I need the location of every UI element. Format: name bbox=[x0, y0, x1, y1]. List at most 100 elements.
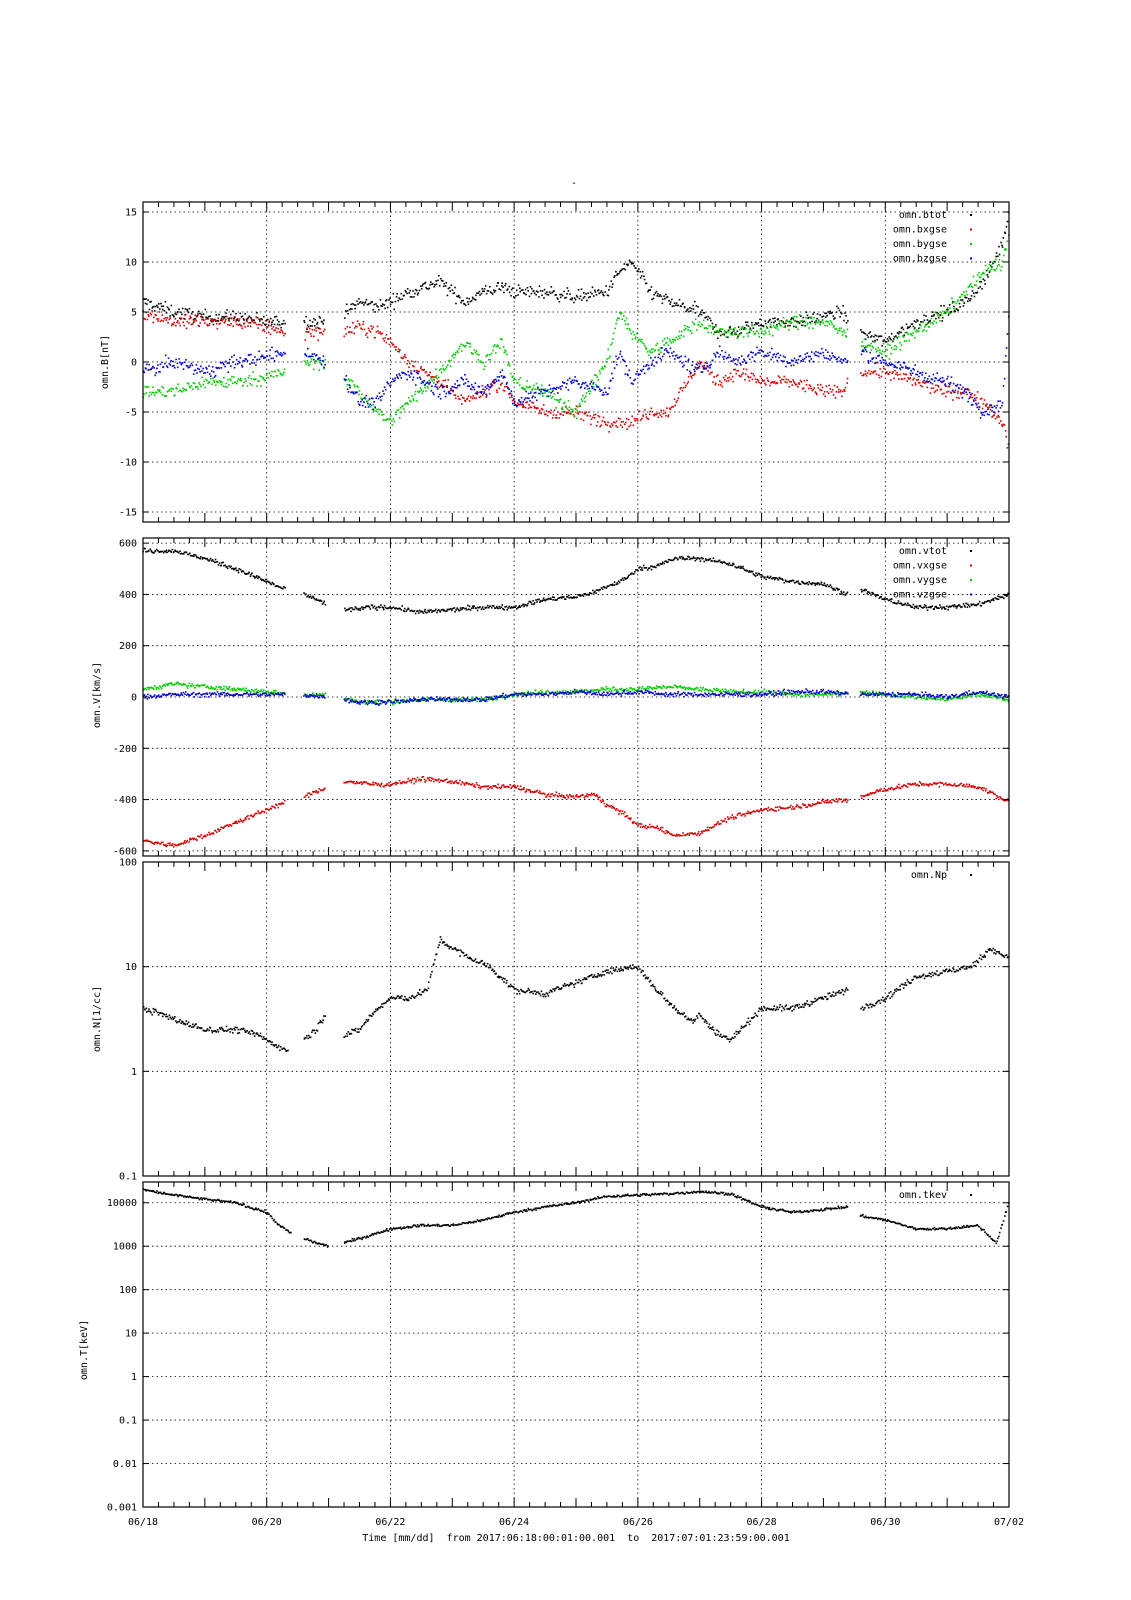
data-point bbox=[693, 372, 696, 375]
data-point bbox=[250, 377, 253, 380]
data-point bbox=[537, 291, 539, 293]
data-point bbox=[918, 381, 921, 384]
data-point bbox=[158, 311, 161, 313]
data-point bbox=[463, 782, 465, 785]
data-point bbox=[199, 370, 201, 373]
data-point bbox=[620, 812, 623, 815]
data-point bbox=[518, 384, 521, 386]
data-point bbox=[208, 831, 210, 834]
data-point bbox=[613, 276, 615, 278]
data-point bbox=[667, 561, 669, 563]
data-point bbox=[496, 607, 498, 609]
data-point bbox=[529, 406, 532, 408]
data-point bbox=[783, 360, 785, 362]
data-point bbox=[391, 344, 394, 346]
data-point bbox=[661, 830, 663, 832]
data-point bbox=[790, 322, 793, 324]
data-point bbox=[655, 827, 658, 829]
data-point bbox=[1000, 424, 1003, 426]
data-point bbox=[784, 356, 786, 359]
data-point bbox=[484, 386, 487, 388]
data-point bbox=[147, 369, 150, 371]
data-point bbox=[575, 294, 578, 297]
data-point bbox=[223, 376, 225, 379]
data-point bbox=[184, 313, 187, 316]
data-point bbox=[222, 362, 224, 365]
data-point bbox=[252, 371, 254, 373]
data-point bbox=[274, 807, 276, 809]
data-point bbox=[261, 354, 263, 357]
data-point bbox=[515, 289, 518, 292]
data-point bbox=[643, 567, 646, 569]
data-point bbox=[685, 360, 687, 363]
data-point bbox=[517, 606, 519, 609]
data-point bbox=[810, 317, 813, 320]
data-point bbox=[542, 388, 545, 391]
data-point bbox=[452, 607, 454, 610]
data-point bbox=[703, 312, 706, 314]
data-point bbox=[568, 406, 571, 409]
data-point bbox=[506, 289, 508, 291]
data-point bbox=[595, 592, 597, 594]
data-point bbox=[751, 570, 754, 573]
data-point bbox=[684, 355, 687, 358]
data-point bbox=[864, 370, 867, 373]
data-point bbox=[222, 316, 225, 318]
data-point bbox=[862, 349, 864, 351]
data-point bbox=[618, 311, 621, 314]
data-point bbox=[758, 349, 760, 352]
data-point bbox=[741, 567, 743, 569]
data-point bbox=[387, 784, 389, 786]
data-point bbox=[806, 352, 809, 354]
data-point bbox=[790, 318, 792, 321]
data-point bbox=[535, 790, 538, 793]
data-point bbox=[314, 362, 316, 364]
data-point bbox=[991, 599, 993, 601]
data-point bbox=[789, 362, 791, 364]
data-point bbox=[612, 424, 614, 427]
data-point bbox=[541, 600, 543, 602]
data-point bbox=[697, 306, 699, 308]
data-point bbox=[484, 607, 487, 609]
data-point bbox=[595, 293, 598, 296]
data-point bbox=[503, 375, 505, 378]
data-point bbox=[469, 396, 472, 398]
data-point bbox=[463, 383, 465, 385]
data-point bbox=[218, 367, 221, 369]
data-point bbox=[793, 581, 796, 584]
data-point bbox=[420, 366, 422, 368]
data-point bbox=[252, 575, 255, 577]
data-point bbox=[804, 390, 807, 393]
data-point bbox=[259, 375, 261, 377]
data-point bbox=[503, 608, 505, 611]
data-point bbox=[970, 393, 972, 396]
data-point bbox=[722, 333, 725, 335]
data-point bbox=[252, 378, 255, 381]
data-point bbox=[481, 290, 484, 293]
data-point bbox=[874, 334, 877, 336]
data-point bbox=[470, 783, 473, 786]
data-point bbox=[604, 805, 607, 807]
data-point bbox=[270, 323, 273, 326]
data-point bbox=[197, 835, 199, 838]
data-point bbox=[757, 572, 760, 575]
data-point bbox=[714, 560, 717, 563]
data-point bbox=[620, 421, 623, 423]
data-point bbox=[661, 302, 664, 305]
data-point bbox=[544, 392, 546, 394]
data-point bbox=[343, 781, 345, 784]
data-point bbox=[530, 406, 533, 409]
data-point bbox=[624, 421, 627, 424]
data-point bbox=[464, 607, 466, 610]
data-point bbox=[649, 410, 651, 413]
data-point bbox=[480, 292, 483, 295]
data-point bbox=[860, 345, 863, 347]
data-point bbox=[409, 779, 412, 781]
data-point bbox=[612, 421, 615, 424]
data-point bbox=[921, 321, 923, 324]
data-point bbox=[805, 383, 808, 386]
data-point bbox=[169, 842, 171, 844]
data-point bbox=[753, 360, 756, 362]
data-point bbox=[146, 839, 148, 841]
data-point bbox=[486, 785, 488, 788]
